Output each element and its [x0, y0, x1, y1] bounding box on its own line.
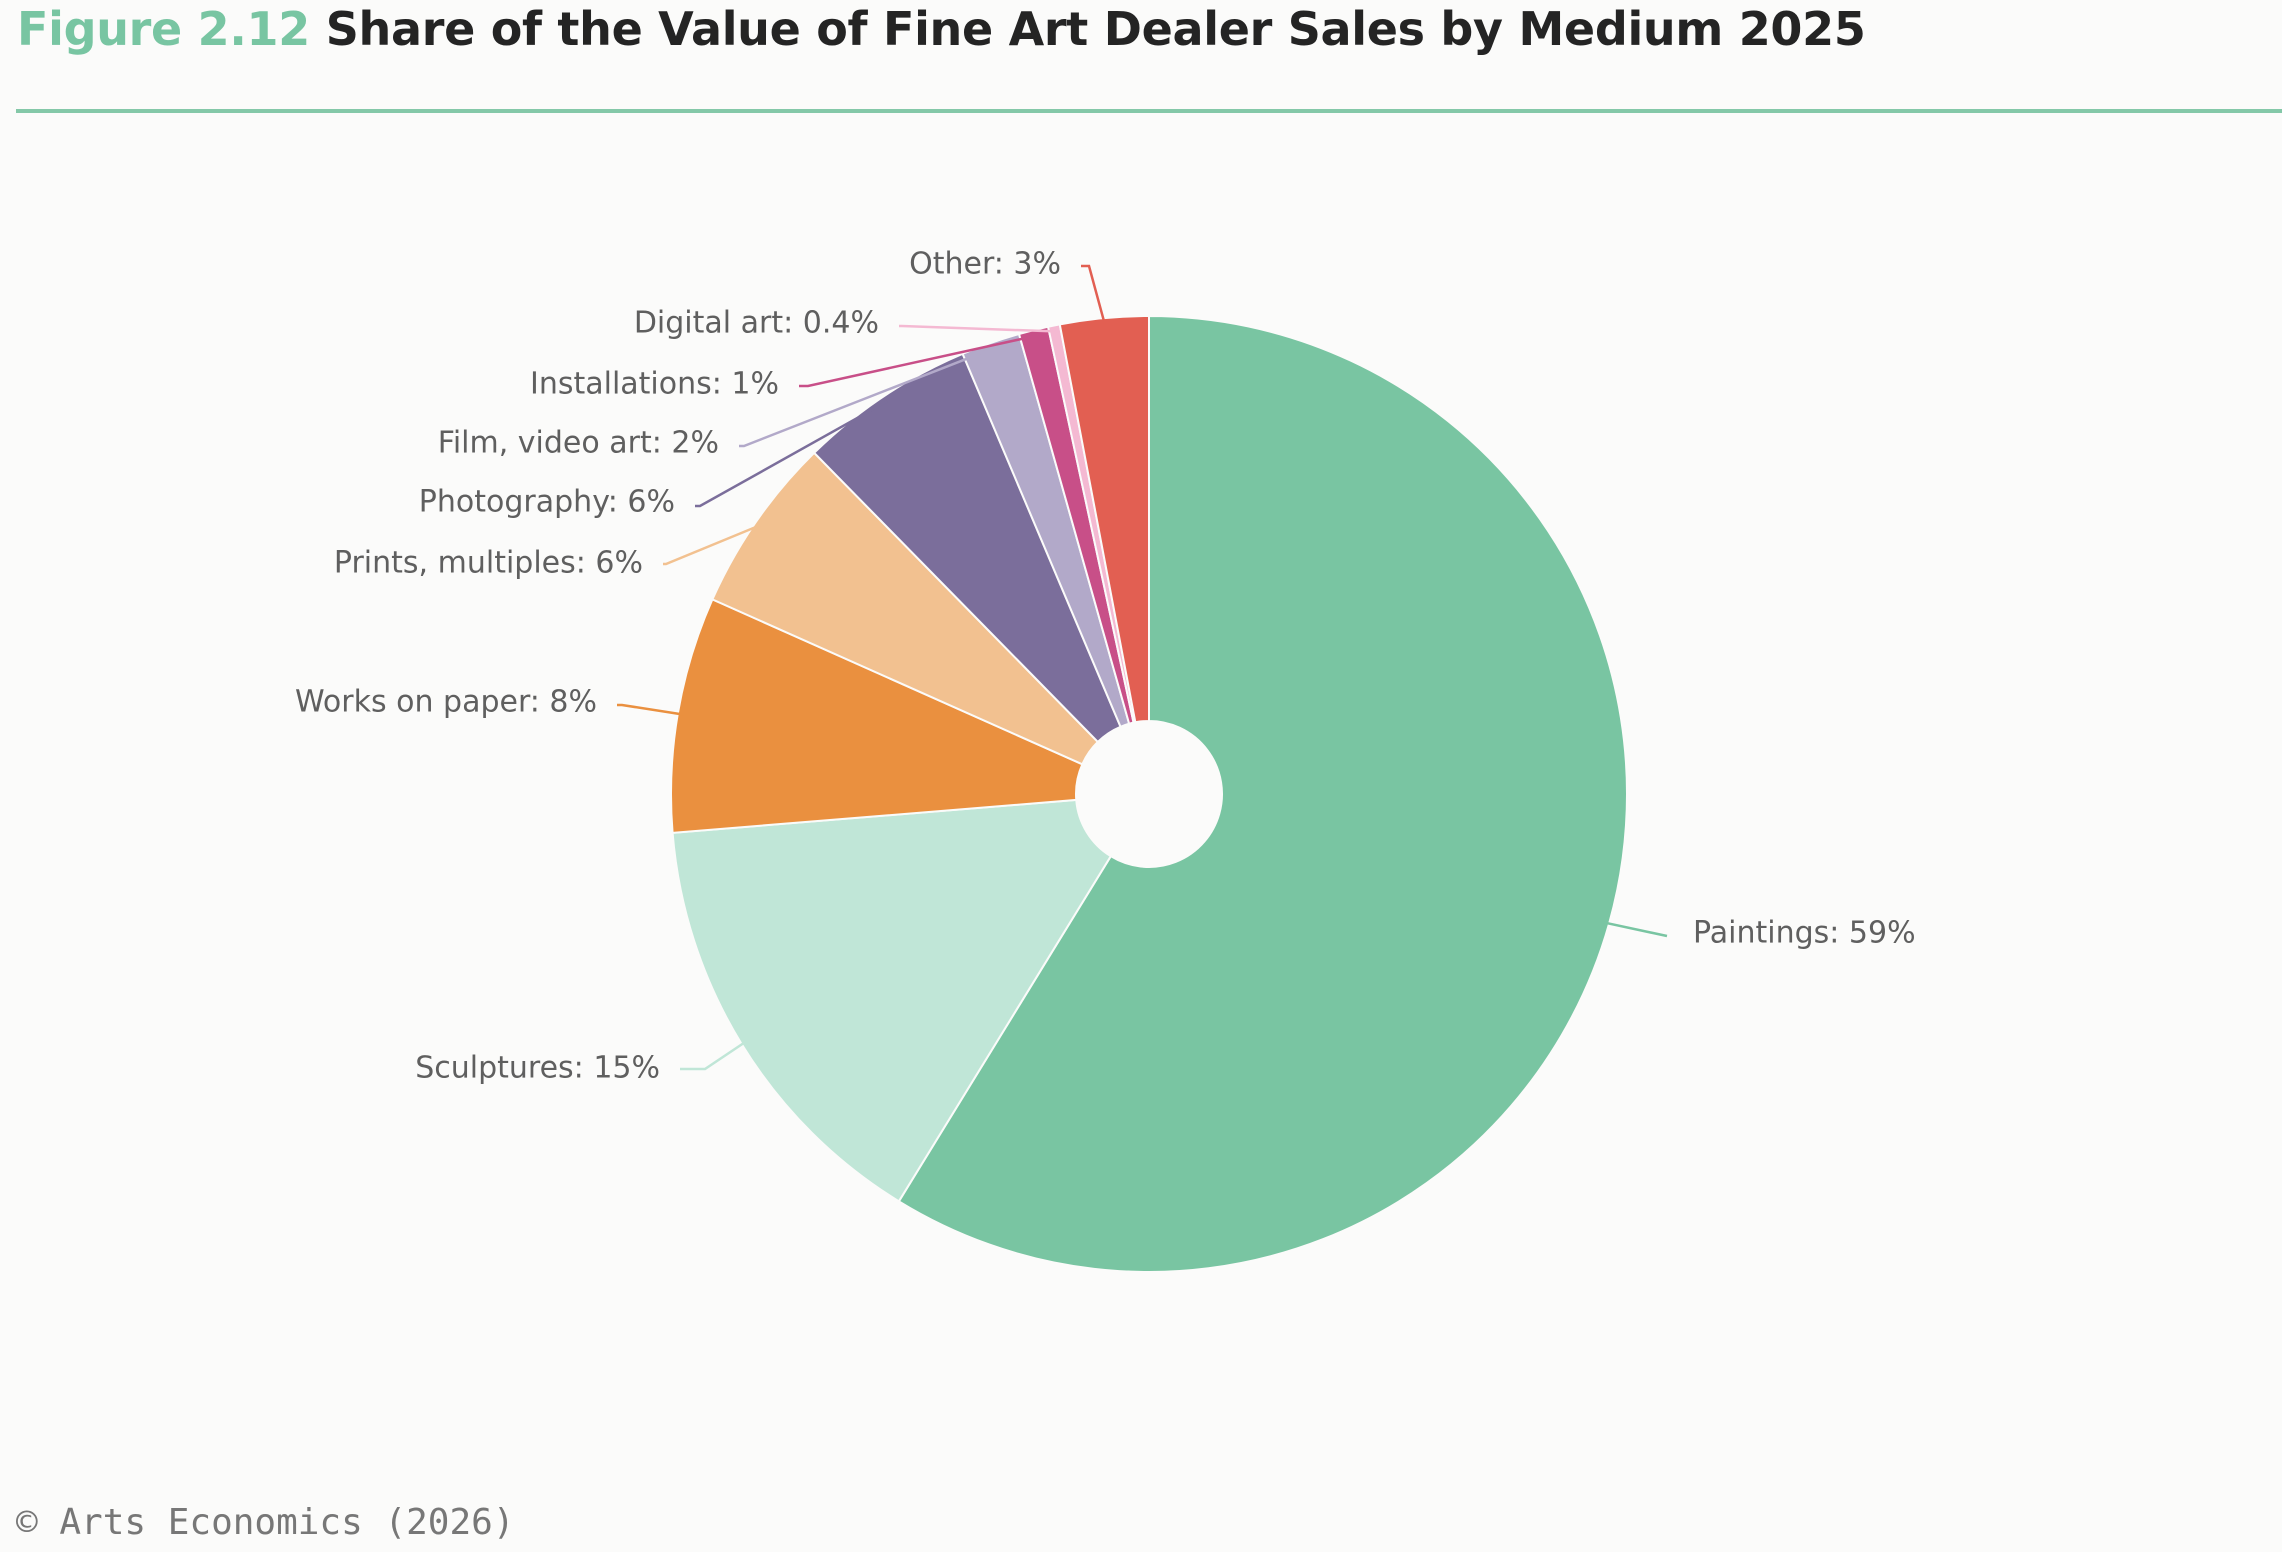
leader-line-other	[1081, 264, 1106, 325]
leader-line-film-video-art	[739, 347, 993, 448]
leader-line-paintings	[1602, 921, 1668, 938]
title-divider	[16, 109, 2282, 113]
slice-other	[1058, 314, 1150, 724]
leader-line-installations	[799, 334, 1036, 388]
leader-line-prints-multiples	[663, 523, 762, 566]
label-paintings: Paintings: 59%	[1693, 916, 1916, 951]
leader-line-photography	[695, 400, 888, 508]
copyright-notice: © Arts Economics (2026)	[16, 1502, 515, 1543]
chart-heading: Figure 2.12 Share of the Value of Fine A…	[17, 2, 1866, 56]
leader-lines-layer	[617, 264, 1668, 1071]
donut-chart: Paintings: 59% Sculptures: 15% Works on pa…	[295, 247, 1916, 1273]
leader-line-digital-art	[899, 324, 1056, 333]
slice-prints-multiples	[711, 451, 1100, 766]
leader-line-sculptures	[680, 1039, 748, 1071]
slice-works-on-paper	[670, 598, 1084, 834]
figure-number: Figure 2.12	[17, 2, 310, 56]
label-works-on-paper: Works on paper: 8%	[295, 685, 597, 720]
label-sculptures: Sculptures: 15%	[415, 1051, 660, 1086]
label-other: Other: 3%	[909, 247, 1061, 282]
label-digital-art: Digital art: 0.4%	[634, 306, 879, 341]
slice-paintings	[897, 314, 1628, 1273]
leader-line-works-on-paper	[617, 703, 684, 716]
label-photography: Photography: 6%	[419, 485, 675, 520]
chart-title: Share of the Value of Fine Art Dealer Sa…	[325, 2, 1866, 56]
labels-layer: Paintings: 59% Sculptures: 15% Works on pa…	[295, 247, 1916, 1086]
label-prints-multiples: Prints, multiples: 6%	[334, 546, 643, 581]
slice-sculptures	[671, 798, 1113, 1203]
label-installations: Installations: 1%	[530, 367, 779, 402]
slices-layer	[670, 314, 1628, 1273]
label-film-video-art: Film, video art: 2%	[438, 426, 719, 461]
